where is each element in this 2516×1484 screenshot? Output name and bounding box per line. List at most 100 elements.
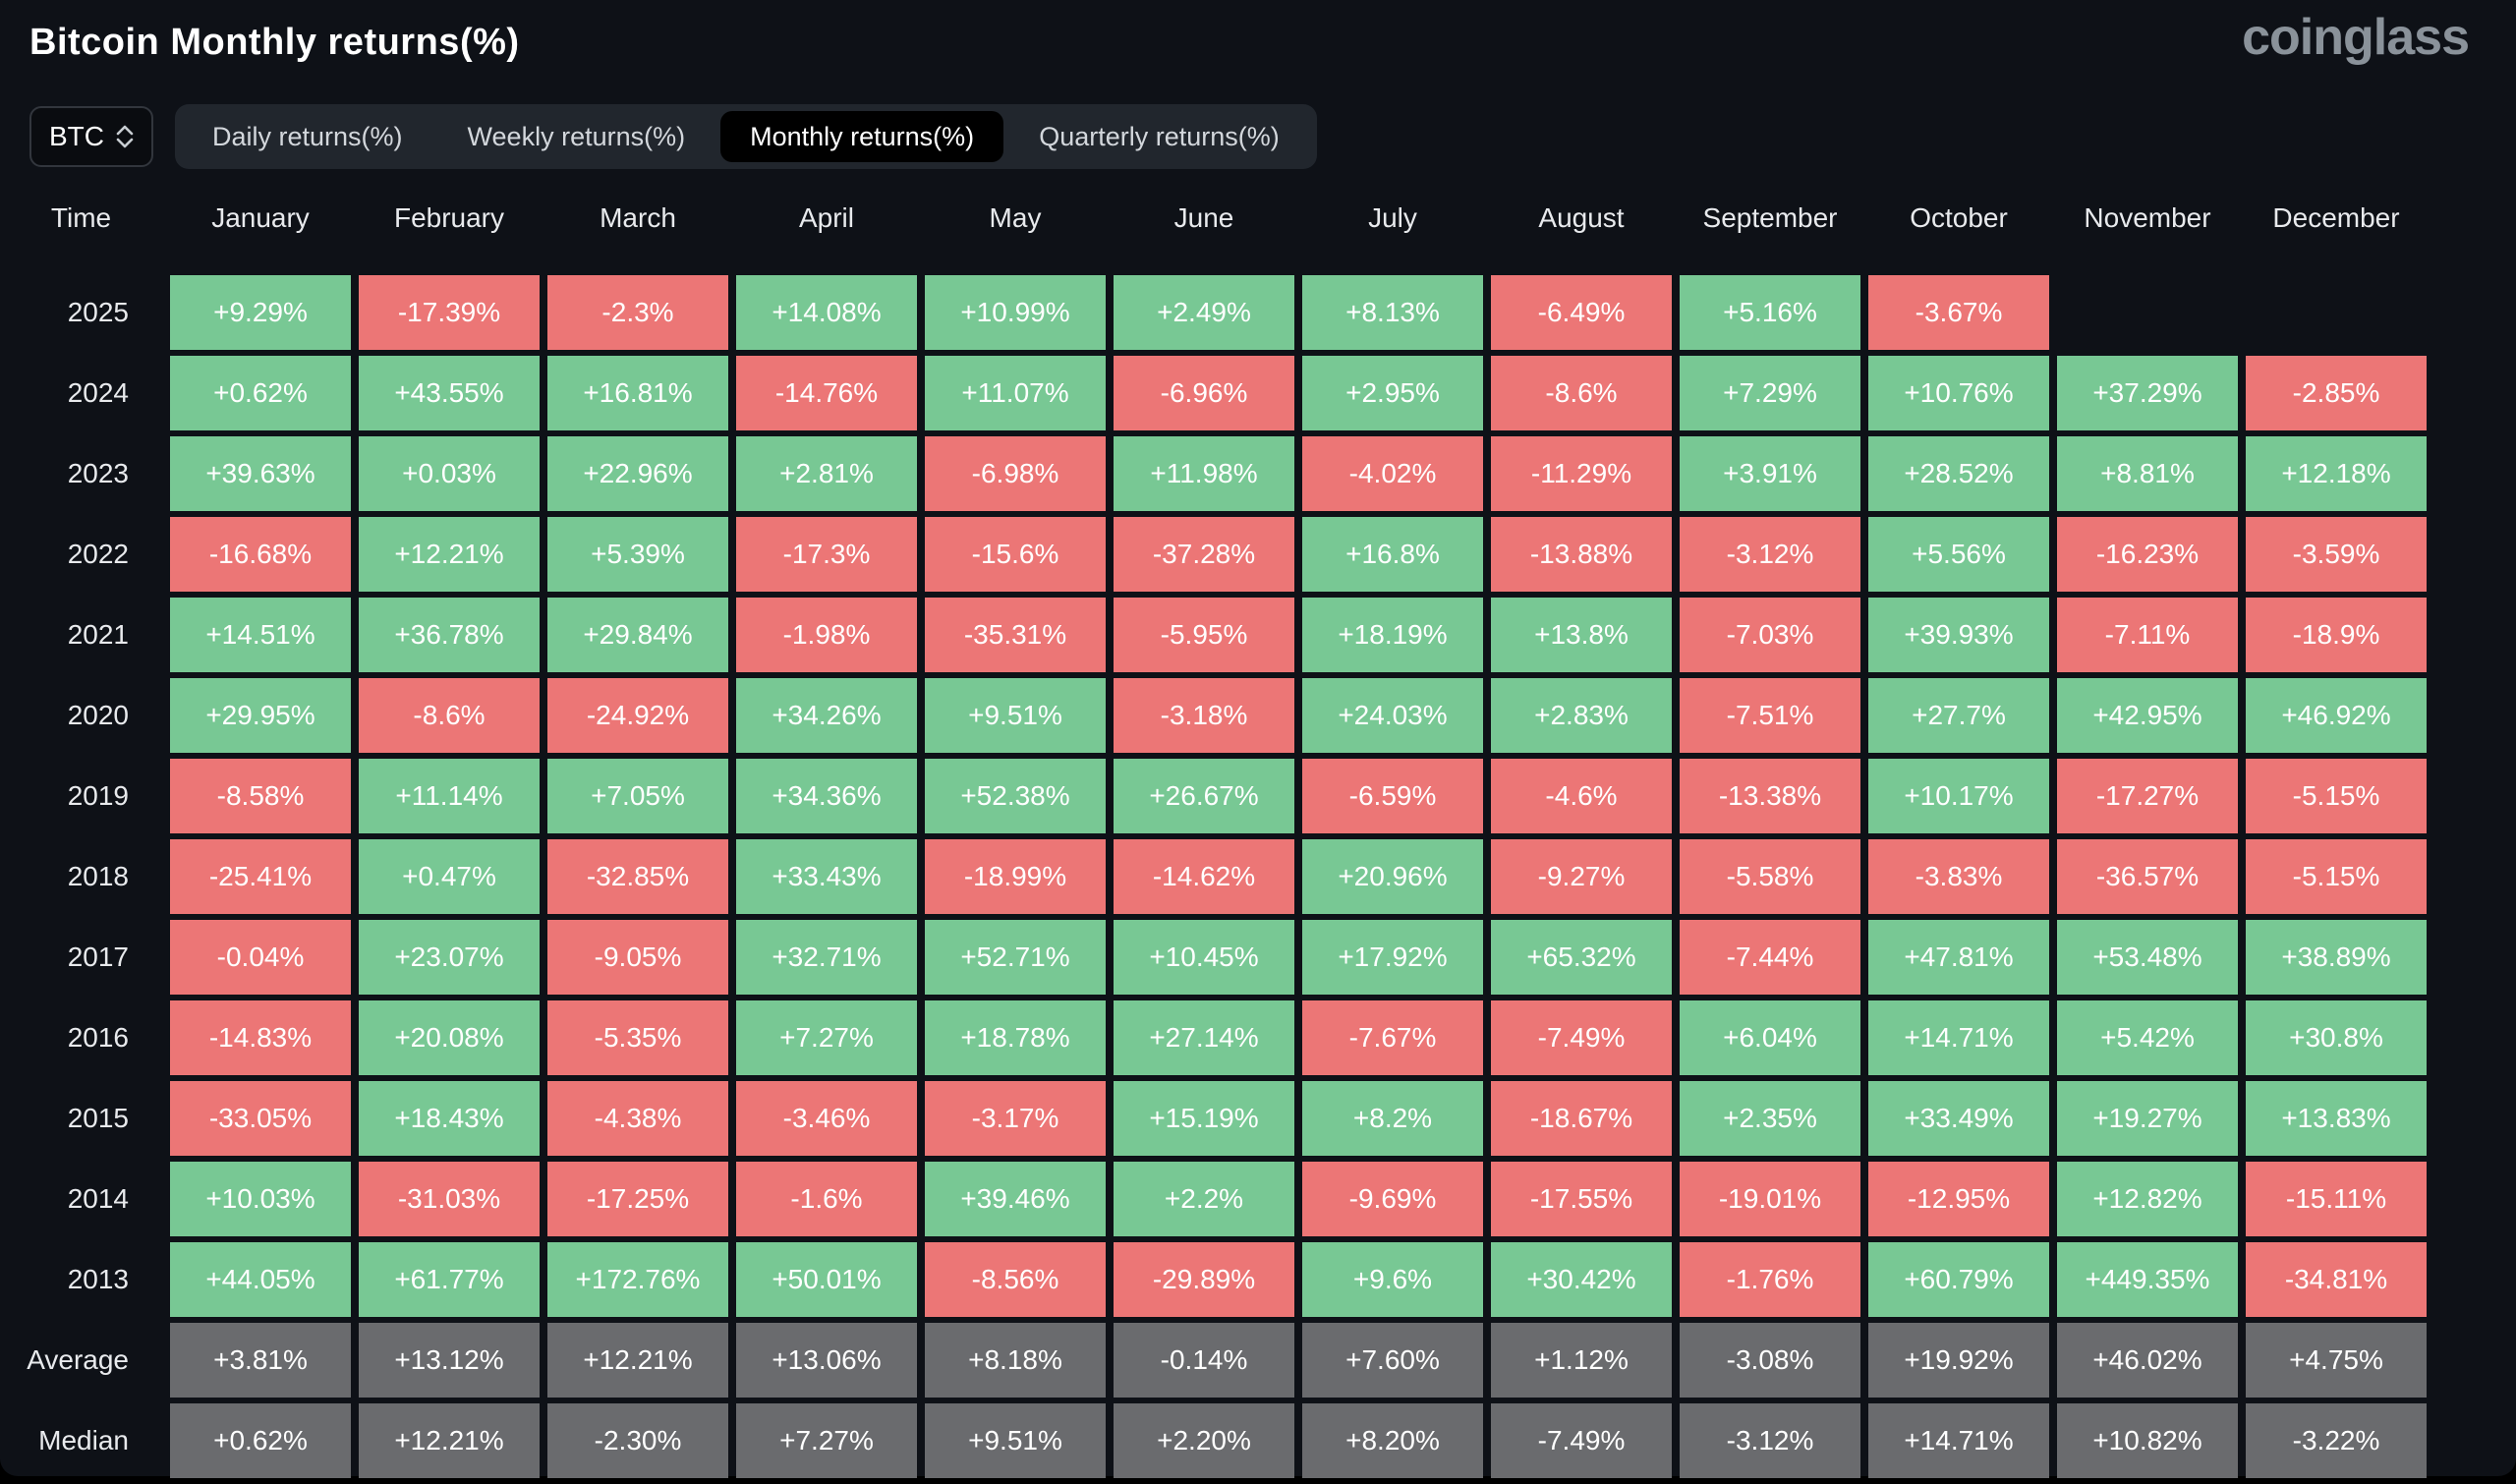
value-cell: +2.81% [736,436,917,511]
value-cell: +10.76% [1868,356,2049,430]
tab-quarterly-returns[interactable]: Quarterly returns(%) [1039,121,1280,151]
value-cell: +13.83% [2246,1081,2427,1156]
value-cell: -18.67% [1491,1081,1672,1156]
tab-weekly-returns[interactable]: Weekly returns(%) [467,121,686,151]
value-cell: +7.27% [736,1000,917,1075]
value-cell: +10.03% [170,1162,351,1236]
value-cell: -5.15% [2246,759,2427,833]
value-cell: +46.02% [2057,1323,2238,1398]
value-cell: +39.46% [925,1162,1106,1236]
column-header-month: August [1538,202,1625,233]
value-cell: +2.49% [1114,275,1294,350]
value-cell: +22.96% [547,436,728,511]
value-cell: -17.27% [2057,759,2238,833]
value-cell: +9.51% [925,1403,1106,1478]
value-cell: -13.38% [1680,759,1860,833]
value-cell: +39.63% [170,436,351,511]
row-label-median: Median [38,1425,129,1455]
value-cell: +2.35% [1680,1081,1860,1156]
value-cell: +38.89% [2246,920,2427,995]
value-cell: +0.47% [359,839,540,914]
value-cell: -8.58% [170,759,351,833]
value-cell: -31.03% [359,1162,540,1236]
value-cell: -11.29% [1491,436,1672,511]
value-cell: +32.71% [736,920,917,995]
value-cell: +12.18% [2246,436,2427,511]
value-cell: -24.92% [547,678,728,753]
value-cell: -33.05% [170,1081,351,1156]
value-cell: +2.95% [1302,356,1483,430]
value-cell: -2.30% [547,1403,728,1478]
value-cell: -1.6% [736,1162,917,1236]
value-cell: +3.81% [170,1323,351,1398]
row-label-2021: 2021 [67,619,129,650]
value-cell: +8.20% [1302,1403,1483,1478]
tab-monthly-returns[interactable]: Monthly returns(%) [720,111,1004,162]
value-cell: +7.60% [1302,1323,1483,1398]
value-cell: +0.03% [359,436,540,511]
value-cell: +24.03% [1302,678,1483,753]
value-cell: -4.38% [547,1081,728,1156]
value-cell: +29.95% [170,678,351,753]
value-cell: +2.20% [1114,1403,1294,1478]
value-cell: +10.45% [1114,920,1294,995]
row-label-2024: 2024 [67,377,129,408]
value-cell: +9.29% [170,275,351,350]
value-cell: +18.19% [1302,598,1483,672]
tab-daily-returns[interactable]: Daily returns(%) [212,121,403,151]
value-cell: +8.2% [1302,1081,1483,1156]
value-cell: +11.07% [925,356,1106,430]
row-label-2013: 2013 [67,1264,129,1294]
value-cell: +19.27% [2057,1081,2238,1156]
column-header-month: October [1910,202,2008,233]
value-cell: -12.95% [1868,1162,2049,1236]
value-cell: -37.28% [1114,517,1294,592]
symbol-select[interactable]: BTC [29,106,153,167]
column-header-month: May [989,202,1042,233]
value-cell: +37.29% [2057,356,2238,430]
value-cell: -7.51% [1680,678,1860,753]
value-cell: -8.6% [1491,356,1672,430]
value-cell: -15.11% [2246,1162,2427,1236]
column-header-month: September [1702,202,1838,233]
value-cell: -25.41% [170,839,351,914]
row-label-2023: 2023 [67,458,129,488]
value-cell: +18.43% [359,1081,540,1156]
value-cell: -34.81% [2246,1242,2427,1317]
value-cell: +16.81% [547,356,728,430]
value-cell: +7.05% [547,759,728,833]
value-cell: +28.52% [1868,436,2049,511]
value-cell: -3.46% [736,1081,917,1156]
value-cell: -35.31% [925,598,1106,672]
value-cell: -6.96% [1114,356,1294,430]
value-cell: -17.25% [547,1162,728,1236]
value-cell-empty [2246,275,2427,350]
value-cell: -14.62% [1114,839,1294,914]
value-cell: -15.6% [925,517,1106,592]
value-cell: +1.12% [1491,1323,1672,1398]
value-cell: +0.62% [170,1403,351,1478]
value-cell: +9.6% [1302,1242,1483,1317]
value-cell: -3.83% [1868,839,2049,914]
value-cell: -6.59% [1302,759,1483,833]
value-cell: +26.67% [1114,759,1294,833]
value-cell: -6.98% [925,436,1106,511]
symbol-select-value: BTC [49,121,104,151]
value-cell: +12.21% [359,517,540,592]
value-cell: -3.59% [2246,517,2427,592]
page-title: Bitcoin Monthly returns(%) [29,22,520,63]
value-cell: +61.77% [359,1242,540,1317]
value-cell: -16.68% [170,517,351,592]
value-cell: +10.17% [1868,759,2049,833]
value-cell: +5.16% [1680,275,1860,350]
value-cell: -5.15% [2246,839,2427,914]
value-cell: +12.21% [359,1403,540,1478]
value-cell: +8.13% [1302,275,1483,350]
value-cell: +47.81% [1868,920,2049,995]
column-header-month: December [2272,202,2400,233]
value-cell: +52.71% [925,920,1106,995]
value-cell: +172.76% [547,1242,728,1317]
value-cell: -14.76% [736,356,917,430]
value-cell: -29.89% [1114,1242,1294,1317]
